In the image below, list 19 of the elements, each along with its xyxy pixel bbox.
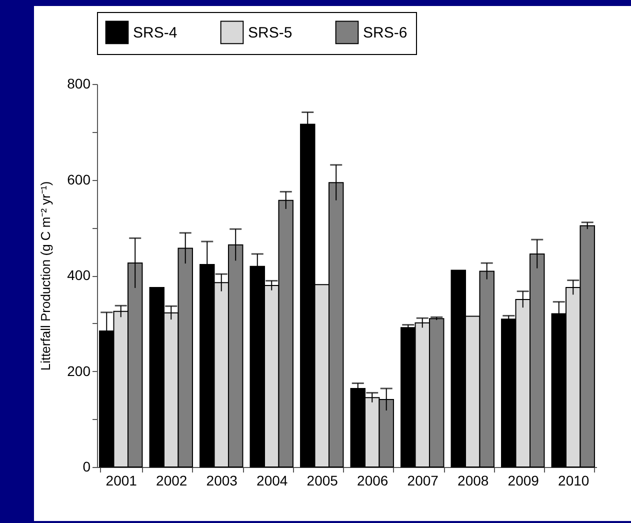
x-tick-label: 2001 [106, 472, 138, 488]
x-tick-label: 2009 [508, 472, 540, 488]
x-tick-label: 2006 [357, 472, 388, 488]
y-tick-label: 0 [82, 458, 91, 474]
x-tick-label: 2005 [306, 472, 338, 488]
x-tick-label: 2007 [407, 472, 439, 488]
y-tick-label: 600 [67, 171, 91, 188]
legend-label: SRS-5 [248, 24, 292, 42]
legend-label: SRS-6 [363, 24, 408, 42]
x-tick-label: 2004 [256, 472, 288, 488]
y-tick-label: 800 [67, 76, 91, 92]
x-tick-label: 2003 [206, 472, 238, 488]
y-tick-label: 400 [67, 267, 91, 283]
x-tick-label: 2002 [156, 472, 188, 488]
y-tick-label: 200 [67, 362, 91, 379]
x-tick-label: 2008 [458, 472, 489, 488]
legend-label: SRS-4 [133, 24, 178, 42]
x-tick-label: 2010 [558, 472, 590, 488]
y-axis-title: Litterfall Production (g C m⁻² yr⁻¹) [38, 181, 54, 371]
